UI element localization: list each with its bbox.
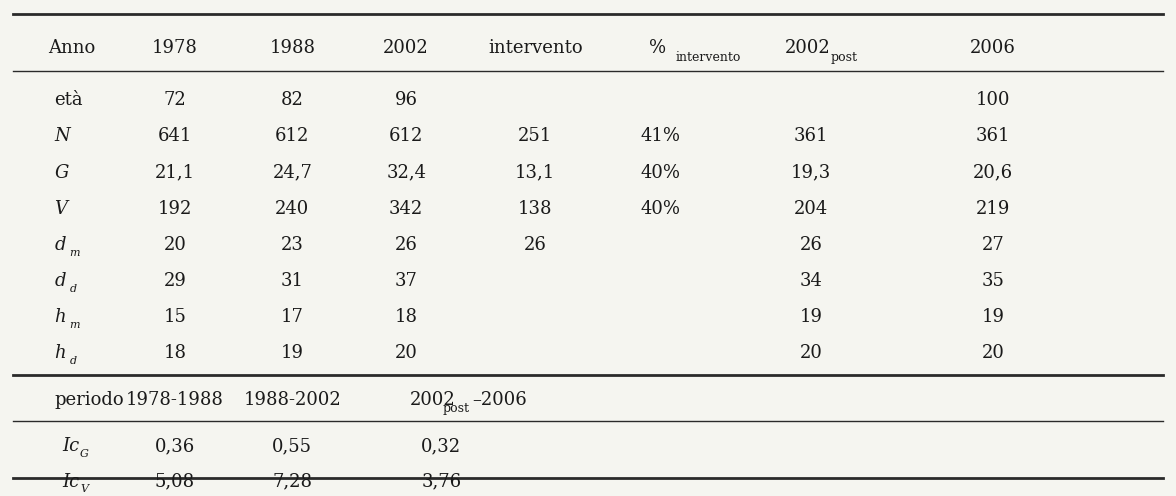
Text: 32,4: 32,4 bbox=[386, 164, 426, 182]
Text: d: d bbox=[69, 356, 76, 366]
Text: 1988-2002: 1988-2002 bbox=[243, 391, 341, 409]
Text: 15: 15 bbox=[163, 309, 187, 326]
Text: 72: 72 bbox=[163, 91, 187, 109]
Text: 1978-1988: 1978-1988 bbox=[126, 391, 223, 409]
Text: G: G bbox=[80, 449, 89, 459]
Text: 34: 34 bbox=[800, 272, 822, 290]
Text: intervento: intervento bbox=[676, 51, 741, 64]
Text: V: V bbox=[80, 485, 88, 495]
Text: 361: 361 bbox=[976, 127, 1010, 145]
Text: 361: 361 bbox=[794, 127, 828, 145]
Text: 2002: 2002 bbox=[786, 39, 831, 57]
Text: 35: 35 bbox=[981, 272, 1004, 290]
Text: 19: 19 bbox=[281, 344, 303, 363]
Text: 251: 251 bbox=[519, 127, 553, 145]
Text: 82: 82 bbox=[281, 91, 303, 109]
Text: 20: 20 bbox=[163, 236, 187, 254]
Text: 26: 26 bbox=[395, 236, 417, 254]
Text: Ic: Ic bbox=[62, 437, 80, 455]
Text: N: N bbox=[54, 127, 69, 145]
Text: 31: 31 bbox=[281, 272, 303, 290]
Text: 612: 612 bbox=[389, 127, 423, 145]
Text: Ic: Ic bbox=[62, 473, 80, 491]
Text: 2002: 2002 bbox=[409, 391, 455, 409]
Text: h: h bbox=[54, 309, 66, 326]
Text: 240: 240 bbox=[275, 200, 309, 218]
Text: 18: 18 bbox=[163, 344, 187, 363]
Text: 20: 20 bbox=[981, 344, 1004, 363]
Text: 138: 138 bbox=[517, 200, 553, 218]
Text: intervento: intervento bbox=[488, 39, 582, 57]
Text: 2002: 2002 bbox=[383, 39, 429, 57]
Text: 40%: 40% bbox=[641, 164, 681, 182]
Text: 219: 219 bbox=[976, 200, 1010, 218]
Text: 7,28: 7,28 bbox=[273, 473, 313, 491]
Text: 0,55: 0,55 bbox=[273, 437, 313, 455]
Text: post: post bbox=[442, 402, 469, 415]
Text: 2006: 2006 bbox=[970, 39, 1016, 57]
Text: 1988: 1988 bbox=[269, 39, 315, 57]
Text: 20: 20 bbox=[800, 344, 822, 363]
Text: 5,08: 5,08 bbox=[155, 473, 195, 491]
Text: 20: 20 bbox=[395, 344, 417, 363]
Text: 17: 17 bbox=[281, 309, 303, 326]
Text: 40%: 40% bbox=[641, 200, 681, 218]
Text: 29: 29 bbox=[163, 272, 187, 290]
Text: 612: 612 bbox=[275, 127, 309, 145]
Text: G: G bbox=[54, 164, 68, 182]
Text: 204: 204 bbox=[794, 200, 828, 218]
Text: 24,7: 24,7 bbox=[273, 164, 313, 182]
Text: d: d bbox=[54, 236, 66, 254]
Text: post: post bbox=[831, 51, 857, 64]
Text: 192: 192 bbox=[158, 200, 192, 218]
Text: periodo: periodo bbox=[54, 391, 123, 409]
Text: 19: 19 bbox=[981, 309, 1004, 326]
Text: 27: 27 bbox=[982, 236, 1004, 254]
Text: 20,6: 20,6 bbox=[973, 164, 1013, 182]
Text: 23: 23 bbox=[281, 236, 303, 254]
Text: Anno: Anno bbox=[48, 39, 95, 57]
Text: 37: 37 bbox=[395, 272, 417, 290]
Text: 19: 19 bbox=[800, 309, 822, 326]
Text: m: m bbox=[69, 248, 80, 258]
Text: h: h bbox=[54, 344, 66, 363]
Text: 96: 96 bbox=[395, 91, 417, 109]
Text: 0,32: 0,32 bbox=[421, 437, 461, 455]
Text: 13,1: 13,1 bbox=[515, 164, 555, 182]
Text: età: età bbox=[54, 91, 82, 109]
Text: d: d bbox=[69, 284, 76, 294]
Text: 342: 342 bbox=[389, 200, 423, 218]
Text: 18: 18 bbox=[395, 309, 417, 326]
Text: 641: 641 bbox=[158, 127, 192, 145]
Text: m: m bbox=[69, 320, 80, 330]
Text: –2006: –2006 bbox=[472, 391, 527, 409]
Text: 41%: 41% bbox=[641, 127, 681, 145]
Text: d: d bbox=[54, 272, 66, 290]
Text: 26: 26 bbox=[800, 236, 822, 254]
Text: 1978: 1978 bbox=[152, 39, 198, 57]
Text: 3,76: 3,76 bbox=[421, 473, 461, 491]
Text: 100: 100 bbox=[976, 91, 1010, 109]
Text: 21,1: 21,1 bbox=[155, 164, 195, 182]
Text: %: % bbox=[649, 39, 666, 57]
Text: 26: 26 bbox=[523, 236, 547, 254]
Text: 0,36: 0,36 bbox=[155, 437, 195, 455]
Text: V: V bbox=[54, 200, 67, 218]
Text: 19,3: 19,3 bbox=[790, 164, 831, 182]
